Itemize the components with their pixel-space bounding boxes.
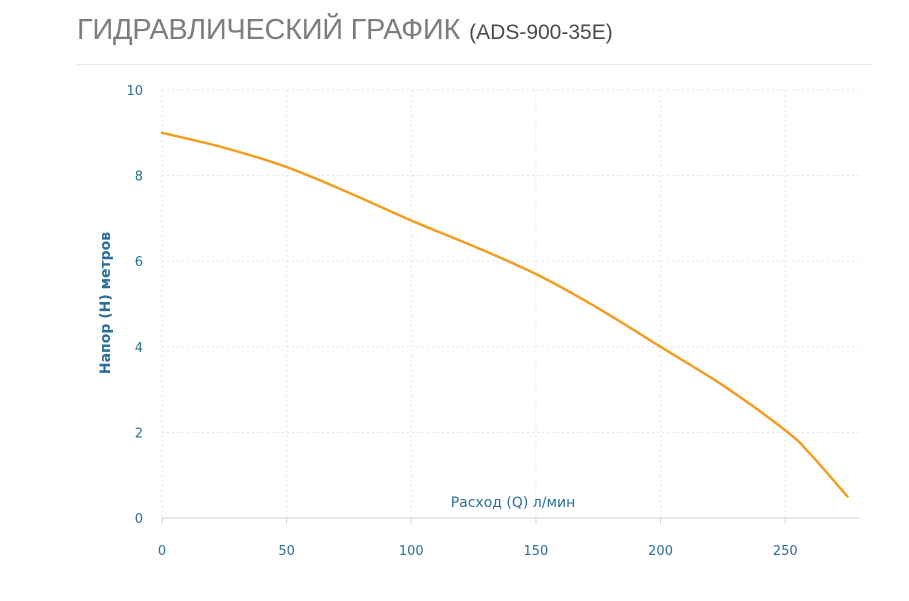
x-tick-label: 100 bbox=[399, 544, 424, 559]
x-tick-label: 150 bbox=[524, 544, 549, 559]
chart-title-block: ГИДРАВЛИЧЕСКИЙ ГРАФИК (ADS-900-35E) bbox=[77, 14, 613, 47]
x-tick-label: 0 bbox=[158, 544, 166, 559]
y-tick-label: 10 bbox=[126, 84, 143, 99]
chart-title: ГИДРАВЛИЧЕСКИЙ ГРАФИК bbox=[77, 14, 461, 46]
x-axis-title: Расход (Q) л/мин bbox=[451, 495, 576, 511]
y-axis-title: Напор (H) метров bbox=[98, 232, 114, 374]
x-tick-label: 250 bbox=[773, 544, 798, 559]
series bbox=[160, 131, 849, 498]
title-divider bbox=[77, 64, 872, 65]
y-tick-label: 2 bbox=[135, 426, 143, 441]
grid bbox=[162, 89, 860, 518]
y-tick-label: 4 bbox=[135, 341, 143, 356]
series-line bbox=[160, 131, 849, 498]
model-label: (ADS-900-35E) bbox=[469, 21, 613, 44]
y-tick-label: 6 bbox=[135, 255, 143, 270]
x-tick-label: 200 bbox=[648, 544, 673, 559]
y-tick-label: 0 bbox=[135, 512, 143, 527]
y-tick-label: 8 bbox=[135, 170, 143, 185]
x-tick-label: 50 bbox=[278, 544, 295, 559]
axes bbox=[161, 90, 860, 524]
